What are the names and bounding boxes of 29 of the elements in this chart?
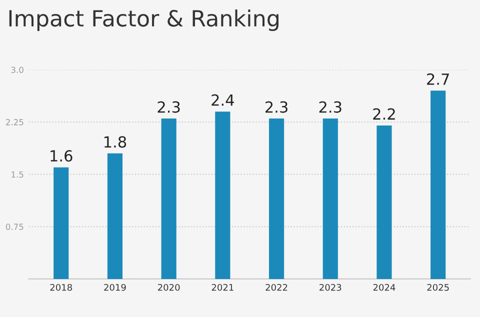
y-tick-label: 3.0 — [11, 66, 24, 74]
data-label: 2.7 — [427, 73, 449, 85]
x-tick-label: 2018 — [50, 284, 72, 291]
data-label: 2.2 — [373, 108, 395, 120]
bar — [107, 153, 123, 279]
x-tick-label: 2025 — [427, 284, 449, 291]
x-tick-label: 2023 — [320, 284, 342, 291]
x-tick-label: 2020 — [158, 284, 180, 291]
y-tick-label: 1.5 — [12, 171, 24, 178]
data-label: 2.4 — [212, 94, 234, 106]
data-label: 2.3 — [319, 101, 342, 113]
bar — [215, 112, 230, 279]
data-label: 2.3 — [266, 101, 288, 113]
data-label: 1.6 — [50, 150, 72, 162]
y-tick-label: 0.75 — [6, 224, 24, 230]
chart-title: Impact Factor & Ranking — [9, 10, 278, 32]
x-tick-label: 2019 — [104, 284, 126, 291]
bar — [161, 118, 176, 279]
bar — [322, 118, 338, 279]
x-tick-label: 2021 — [212, 284, 234, 291]
x-tick-label: 2024 — [373, 284, 396, 291]
bar — [430, 90, 446, 279]
x-tick-label: 2022 — [266, 284, 288, 291]
bar — [54, 167, 69, 279]
bar — [268, 118, 284, 279]
bar — [376, 126, 392, 279]
y-tick-label: 2.25 — [6, 119, 24, 126]
data-label: 2.3 — [158, 101, 180, 113]
data-label: 1.8 — [104, 136, 126, 148]
